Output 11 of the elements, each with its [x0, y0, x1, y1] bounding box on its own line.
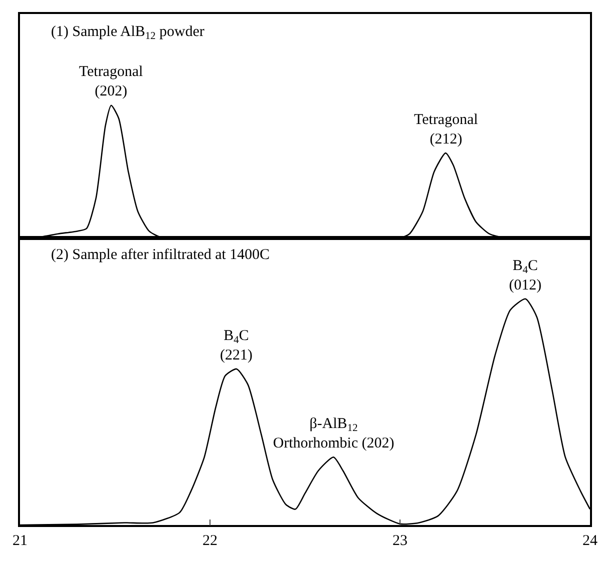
chart-title: (1) Sample AlB$_{12}$ powder	[51, 24, 204, 42]
x-tick-label: 24	[582, 532, 598, 549]
x-tick-label: 23	[392, 532, 408, 549]
annotation: β-AlB$_{12}$ Orthorhombic (202)	[273, 416, 394, 452]
chart-title: (2) Sample after infiltrated at 1400C	[51, 247, 270, 263]
annotation: Tetragonal (212)	[414, 112, 478, 148]
annotation: B$_{4}$C (221)	[220, 328, 252, 364]
annotation: Tetragonal (202)	[79, 64, 143, 100]
x-tick-label: 22	[202, 532, 218, 549]
x-tick-label: 21	[12, 532, 28, 549]
annotation: B$_{4}$C (012)	[509, 258, 542, 294]
